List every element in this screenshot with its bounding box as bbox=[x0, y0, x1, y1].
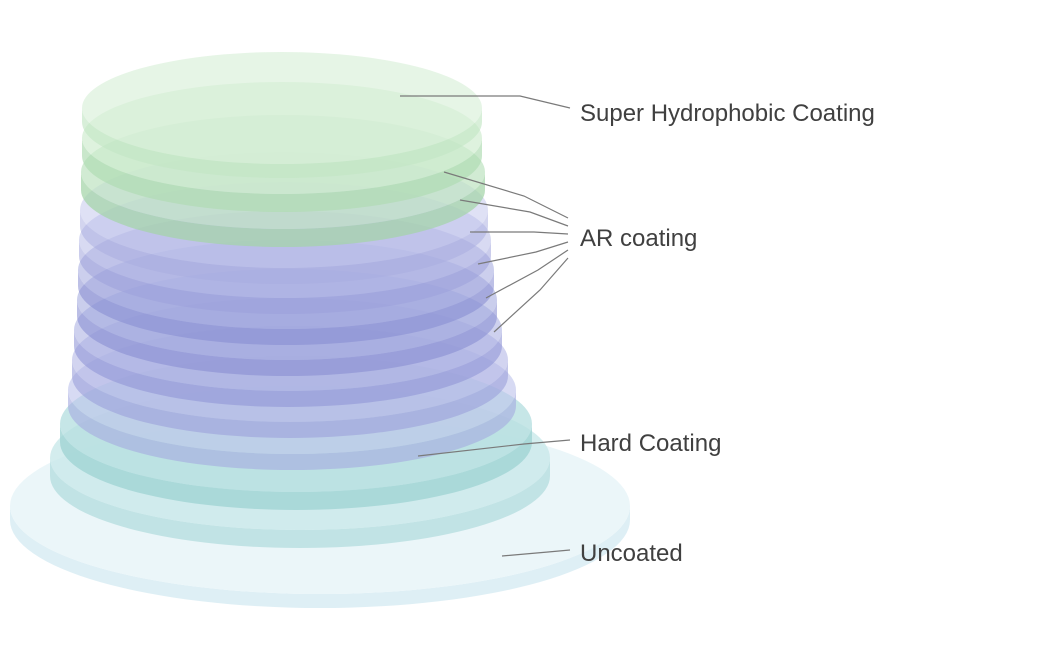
leader-line bbox=[502, 550, 570, 556]
leader-line bbox=[470, 232, 568, 234]
layer-uncoated bbox=[10, 418, 630, 608]
label-hard-coating: Hard Coating bbox=[580, 430, 721, 458]
layer-ar2 bbox=[79, 182, 491, 314]
label-ar-coating: AR coating bbox=[580, 225, 697, 253]
layer-superhydro2 bbox=[82, 82, 482, 212]
leader-line bbox=[494, 258, 568, 332]
layers-svg bbox=[0, 0, 1060, 648]
layer-ar3 bbox=[78, 211, 494, 345]
layer-ar7 bbox=[68, 326, 516, 470]
diagram-stage: Super Hydrophobic Coating AR coating Har… bbox=[0, 0, 1060, 648]
leader-line bbox=[478, 242, 568, 264]
layer-hard2 bbox=[50, 386, 550, 548]
layer-ar4 bbox=[77, 240, 497, 376]
label-uncoated: Uncoated bbox=[580, 540, 683, 568]
leader-line bbox=[400, 96, 570, 108]
leader-line bbox=[486, 250, 568, 298]
leader-line bbox=[418, 440, 570, 456]
layer-hard1 bbox=[60, 356, 532, 510]
layer-ar5 bbox=[74, 269, 502, 407]
leader-line bbox=[444, 172, 568, 218]
layer-superhydro bbox=[81, 115, 485, 247]
layer-top bbox=[82, 52, 482, 178]
leader-line bbox=[460, 200, 568, 226]
label-super-hydrophobic: Super Hydrophobic Coating bbox=[580, 100, 875, 128]
layer-ar1 bbox=[80, 152, 488, 284]
layer-ar6 bbox=[72, 298, 508, 438]
